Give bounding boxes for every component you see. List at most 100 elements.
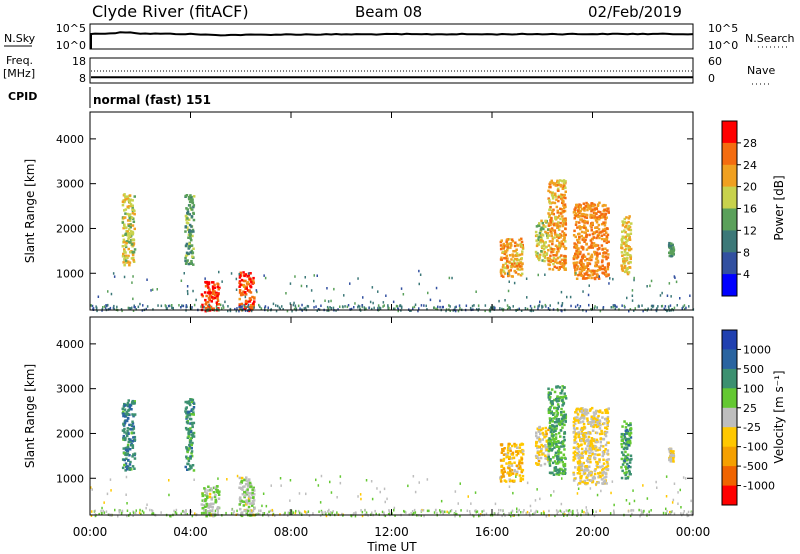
echo-cell [124,259,128,262]
colorbar-tick-label: -25 [743,421,761,434]
echo-cell [604,255,608,258]
echo-cell [591,246,594,249]
echo-cell [547,411,551,414]
echo-cell [596,244,600,247]
echo-cell [131,204,134,207]
echo-cell [485,512,488,516]
echo-cell [586,220,589,223]
echo-cell [190,443,193,447]
echo-cell [321,513,324,516]
echo-cell [549,400,553,403]
echo-cell [550,216,553,220]
echo-cell [326,287,328,290]
echo-cell [579,210,582,213]
echo-cell [94,514,97,518]
echo-cell [591,208,594,212]
echo-cell [626,266,629,270]
echo-cell [129,223,132,226]
echo-cell [365,511,368,514]
echo-cell [581,226,584,229]
echo-cell [288,511,291,515]
echo-cell [204,498,207,501]
echo-cell [121,245,125,248]
echo-cell [388,509,390,512]
echo-cell [245,305,247,309]
echo-cell [549,445,552,448]
echo-cell [249,278,252,281]
echo-cell [499,272,503,275]
echo-cell [505,453,509,457]
echo-cell [217,303,220,306]
echo-cell [511,444,514,448]
echo-cell [244,482,248,486]
echo-cell [242,279,246,283]
echo-cell [200,305,202,308]
echo-cell [126,401,130,405]
echo-cell [680,506,682,509]
echo-cell [575,220,578,224]
echo-cell [627,444,631,447]
echo-cell [622,453,625,457]
echo-cell [249,502,252,505]
echo-cell [600,260,604,264]
y-tick-label: 2000 [56,222,84,235]
echo-cell [295,307,298,310]
echo-cell [621,254,624,257]
echo-cell [603,233,606,236]
echo-cell [602,255,605,259]
echo-cell [629,431,633,435]
echo-cell [246,502,249,505]
echo-cell [235,288,238,291]
echo-cell [563,448,566,451]
echo-cell [249,285,253,289]
echo-cell [183,510,185,514]
echo-cell [578,468,581,471]
echo-cell [587,267,590,271]
colorbar-cell [722,427,737,448]
echo-cell [551,268,555,271]
echo-cell [555,266,559,269]
echo-cell [598,247,601,250]
echo-cell [500,258,503,261]
echo-cell [129,203,133,206]
echo-cell [216,297,219,300]
echo-cell [545,432,548,436]
echo-cell [126,416,130,420]
echo-cell [558,225,562,228]
echo-cell [629,429,632,432]
echo-cell [126,502,128,505]
echo-cell [614,307,616,310]
echo-cell [585,413,588,416]
echo-cell [562,265,565,268]
echo-cell [128,306,130,310]
echo-cell [595,263,598,267]
colorbar-cell [722,446,737,467]
echo-cell [475,510,477,514]
echo-cell [185,417,188,420]
echo-cell [509,242,513,245]
echo-cell [207,309,209,313]
echo-cell [239,271,242,275]
echo-cell [564,227,567,231]
echo-cell [262,492,265,495]
echo-cell [602,480,606,483]
echo-cell [125,226,128,230]
colorbar-cell [722,252,737,275]
echo-cell [184,244,188,247]
echo-cell [151,509,153,512]
echo-cell [361,305,364,309]
echo-cell [576,427,579,430]
echo-cell [562,194,565,198]
echo-cell [251,504,254,507]
y-tick-label: 4000 [56,338,84,351]
echo-cell [460,509,462,512]
echo-cell [563,423,566,427]
echo-cell [562,209,565,213]
echo-cell [184,410,187,413]
echo-cell [573,210,576,213]
echo-cell [216,299,220,302]
echo-cell [543,256,547,260]
echo-cell [597,414,600,418]
echo-cell [128,219,132,222]
echo-cell [604,417,607,421]
